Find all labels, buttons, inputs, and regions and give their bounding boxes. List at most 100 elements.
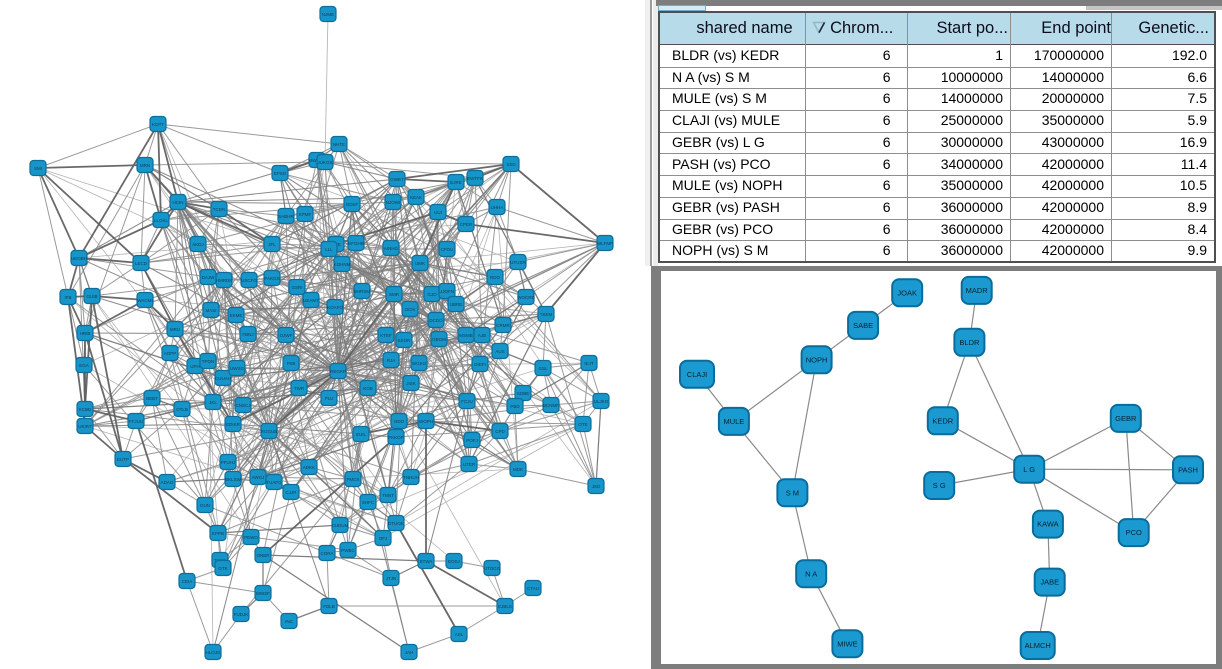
svg-text:EJRE: EJRE	[450, 180, 462, 185]
svg-text:JSO: JSO	[592, 484, 601, 489]
svg-text:IFB: IFB	[64, 295, 71, 300]
svg-text:DIEFI: DIEFI	[474, 362, 486, 367]
svg-text:EPSG: EPSG	[274, 171, 287, 176]
svg-text:JTJN: JTJN	[386, 576, 397, 581]
svg-text:SABHR: SABHR	[278, 214, 294, 219]
svg-text:KCPT: KCPT	[152, 122, 164, 127]
svg-text:EUTP: EUTP	[117, 457, 129, 462]
svg-text:ONBR: ONBR	[256, 553, 270, 558]
svg-text:L G: L G	[1023, 465, 1035, 474]
svg-text:TNHUH: TNHUH	[403, 475, 419, 480]
svg-text:TCDN: TCDN	[213, 207, 226, 212]
svg-text:JFL: JFL	[268, 242, 276, 247]
svg-text:MSMB: MSMB	[459, 333, 473, 338]
svg-text:UUI: UUI	[434, 210, 442, 215]
svg-text:CPER: CPER	[460, 222, 473, 227]
svg-text:EGA: EGA	[79, 363, 89, 368]
svg-text:TWR: TWR	[294, 386, 305, 391]
svg-text:KOB: KOB	[363, 386, 373, 391]
svg-text:CNSCJ: CNSCJ	[235, 403, 250, 408]
svg-text:TUAFG: TUAFG	[266, 480, 282, 485]
svg-text:NJOWI: NJOWI	[386, 200, 401, 205]
svg-text:S G: S G	[932, 481, 945, 490]
svg-text:S M: S M	[785, 488, 798, 497]
svg-text:CTAU: CTAU	[527, 586, 539, 591]
svg-text:JOAK: JOAK	[897, 288, 917, 297]
svg-text:ADKK: ADKK	[303, 465, 315, 470]
svg-text:GEBR: GEBR	[1115, 414, 1137, 423]
svg-text:MWSF: MWSF	[256, 591, 270, 596]
svg-text:AUS: AUS	[495, 349, 504, 354]
svg-text:KEDR: KEDR	[932, 416, 953, 425]
svg-text:REGKP: REGKP	[330, 369, 346, 374]
svg-text:ULJKG: ULJKG	[594, 399, 609, 404]
svg-text:SHFC: SHFC	[362, 500, 375, 505]
svg-text:HMRDK: HMRDK	[216, 278, 233, 283]
svg-text:SMR: SMR	[389, 292, 400, 297]
svg-text:GWET: GWET	[390, 177, 404, 182]
svg-text:GSL: GSL	[538, 366, 548, 371]
svg-text:MADR: MADR	[965, 286, 988, 295]
svg-text:FUDJK: FUDJK	[234, 612, 249, 617]
svg-text:JABE: JABE	[1040, 578, 1059, 587]
svg-text:EFGHB: EFGHB	[348, 241, 364, 246]
svg-text:RJA: RJA	[387, 358, 396, 363]
svg-text:WGKG: WGKG	[412, 361, 427, 366]
svg-text:HRIB: HRIB	[80, 331, 91, 336]
svg-text:JJOFN: JJOFN	[440, 289, 454, 294]
svg-text:MRU: MRU	[170, 327, 180, 332]
svg-text:PAKGS: PAKGS	[264, 276, 279, 281]
svg-text:MULE: MULE	[723, 417, 744, 426]
svg-text:MDK: MDK	[513, 467, 523, 472]
svg-text:KTEF: KTEF	[380, 333, 392, 338]
svg-text:KPMF: KPMF	[299, 212, 312, 217]
svg-text:UTUSR: UTUSR	[510, 260, 526, 265]
svg-text:UEOBH: UEOBH	[71, 256, 87, 261]
svg-text:UHHA: UHHA	[491, 205, 504, 210]
svg-text:IEJT: IEJT	[584, 361, 594, 366]
svg-text:AWGJ: AWGJ	[252, 475, 265, 480]
svg-text:RDO: RDO	[490, 275, 500, 280]
svg-text:UTOGG: UTOGG	[484, 566, 501, 571]
svg-text:SABE: SABE	[853, 321, 873, 330]
svg-text:EDIKR: EDIKR	[226, 422, 241, 427]
svg-text:GUIB: GUIB	[86, 294, 97, 299]
svg-text:JAH: JAH	[405, 650, 414, 655]
svg-text:INC: INC	[285, 619, 294, 624]
svg-text:ALMCH: ALMCH	[1024, 641, 1050, 650]
svg-text:OTE: OTE	[578, 422, 587, 427]
svg-text:UMK: UMK	[415, 261, 425, 266]
svg-text:BEBT: BEBT	[146, 396, 158, 401]
svg-text:SMI: SMI	[34, 166, 42, 171]
svg-text:DCDO: DCDO	[429, 318, 443, 323]
svg-text:AJB: AJB	[478, 333, 486, 338]
svg-text:POFJ: POFJ	[466, 438, 478, 443]
svg-text:BCNMF: BCNMF	[543, 403, 559, 408]
svg-text:NJME: NJME	[322, 12, 334, 17]
svg-text:CJJR: CJJR	[286, 490, 298, 495]
svg-text:WACMI: WACMI	[137, 298, 152, 303]
svg-text:GSRI: GSRI	[291, 285, 302, 290]
svg-text:PCO: PCO	[1125, 528, 1141, 537]
svg-text:EKME: EKME	[230, 313, 243, 318]
svg-text:ETWA: ETWA	[420, 559, 433, 564]
svg-text:EOSJ: EOSJ	[448, 559, 460, 564]
svg-text:MASI: MASI	[205, 308, 216, 313]
svg-text:OCIK: OCIK	[404, 307, 415, 312]
svg-text:CLAJI: CLAJI	[686, 370, 706, 379]
svg-text:LLGKL: LLGKL	[154, 218, 169, 223]
svg-text:PASH: PASH	[1178, 465, 1198, 474]
svg-text:FBNJ: FBNJ	[242, 332, 253, 337]
svg-text:FDLB: FDLB	[323, 604, 335, 609]
svg-text:UTER: UTER	[463, 462, 476, 467]
svg-text:N A: N A	[805, 569, 817, 578]
svg-text:CFOU: CFOU	[441, 247, 454, 252]
svg-text:NHTE: NHTE	[333, 142, 345, 147]
svg-text:GTK: GTK	[218, 566, 227, 571]
svg-text:HCIN: HCIN	[173, 200, 184, 205]
svg-text:KPPB: KPPB	[212, 531, 224, 536]
svg-text:USCFG: USCFG	[241, 278, 257, 283]
svg-text:CPD: CPD	[495, 429, 505, 434]
svg-text:JISK: JISK	[406, 381, 416, 386]
svg-text:TNNT: TNNT	[382, 493, 394, 498]
